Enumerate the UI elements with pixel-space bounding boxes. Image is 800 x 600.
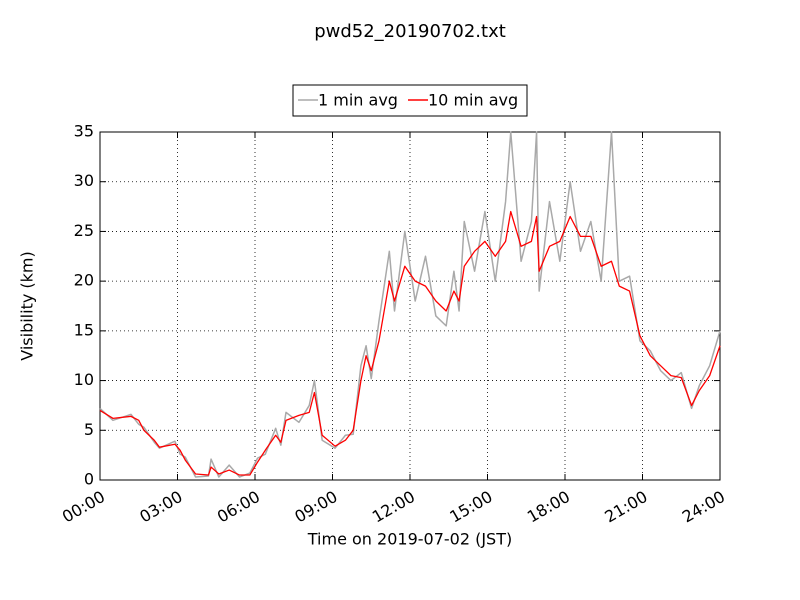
x-tick-label: 12:00 [369, 487, 418, 527]
x-tick-label: 15:00 [446, 487, 495, 527]
x-tick-label: 06:00 [214, 487, 263, 527]
series-line [99, 210, 721, 476]
x-tick-label: 21:00 [601, 487, 650, 527]
y-tick-label: 0 [84, 470, 94, 489]
x-tick-label: 24:00 [679, 487, 728, 527]
y-tick-label: 35 [74, 122, 94, 141]
legend-label: 1 min avg [318, 91, 398, 110]
x-tick-label: 18:00 [524, 487, 573, 527]
x-tick-label: 03:00 [136, 487, 185, 527]
y-tick-label: 5 [84, 420, 94, 439]
x-tick-label: 09:00 [291, 487, 340, 527]
legend-box [292, 84, 528, 117]
y-tick-label: 10 [74, 370, 94, 389]
y-tick-label: 30 [74, 171, 94, 190]
chart-title: pwd52_20190702.txt [314, 21, 506, 42]
y-axis-label: Visibility (km) [18, 251, 37, 360]
legend-label: 10 min avg [428, 91, 518, 110]
series-line [99, 131, 721, 478]
y-tick-label: 20 [74, 271, 94, 290]
y-tick-label: 15 [74, 320, 94, 339]
y-tick-label: 25 [74, 221, 94, 240]
x-tick-label: 00:00 [59, 487, 108, 527]
x-axis-label: Time on 2019-07-02 (JST) [307, 530, 512, 549]
